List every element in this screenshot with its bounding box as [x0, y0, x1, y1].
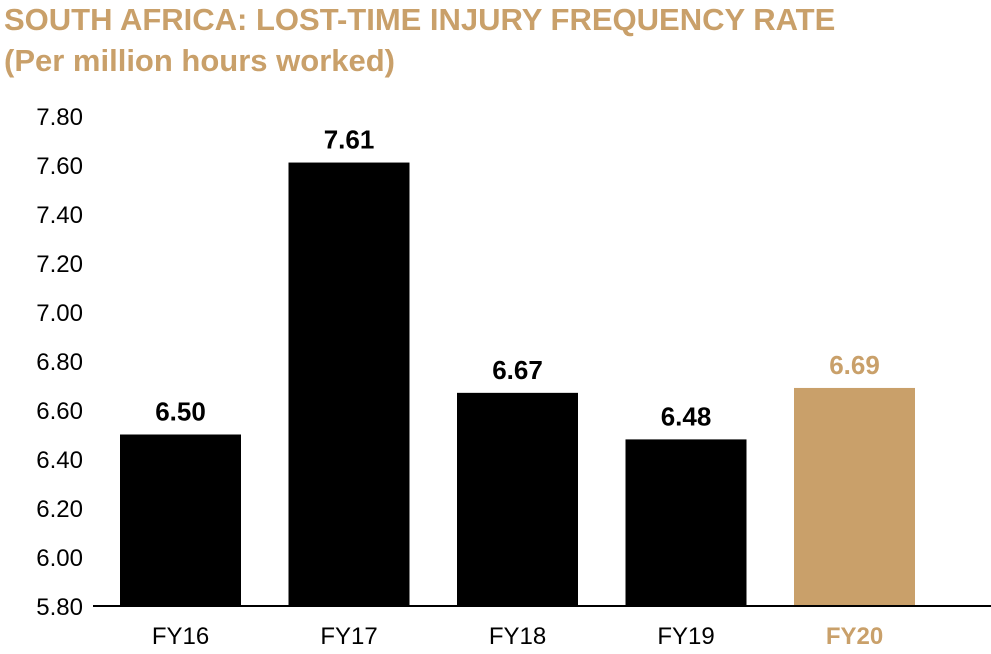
data-label: 6.50 [155, 397, 206, 427]
y-tick-label: 7.80 [36, 104, 83, 131]
data-labels: 6.50 7.61 6.67 6.48 6.69 [155, 125, 880, 432]
y-tick-label: 6.40 [36, 447, 83, 474]
bar-fy17 [288, 162, 410, 607]
bars [120, 162, 915, 607]
x-axis: FY16 FY17 FY18 FY19 FY20 [152, 623, 883, 650]
y-tick-label: 7.20 [36, 251, 83, 278]
y-tick-label: 5.80 [36, 594, 83, 621]
y-axis: 5.80 6.00 6.20 6.40 6.60 6.80 7.00 7.20 7.40 7.60… [36, 104, 83, 621]
bar-fy16 [120, 434, 241, 606]
bar-fy20 [794, 387, 915, 606]
y-tick-label: 6.20 [36, 496, 83, 523]
bar-fy19 [625, 439, 747, 606]
y-tick-label: 6.00 [36, 545, 83, 572]
x-tick-label: FY19 [657, 623, 714, 650]
y-tick-label: 6.60 [36, 398, 83, 425]
y-tick-label: 7.60 [36, 153, 83, 180]
data-label: 6.69 [829, 350, 880, 380]
x-tick-label: FY17 [320, 623, 377, 650]
data-label: 7.61 [324, 125, 375, 155]
chart-title: SOUTH AFRICA: LOST-TIME INJURY FREQUENCY… [4, 2, 836, 37]
bar-fy18 [457, 392, 578, 606]
data-label: 6.48 [661, 401, 712, 431]
x-tick-label: FY16 [152, 623, 209, 650]
y-tick-label: 7.00 [36, 300, 83, 327]
y-tick-label: 6.80 [36, 349, 83, 376]
y-tick-label: 7.40 [36, 202, 83, 229]
x-tick-label: FY20 [826, 623, 883, 650]
x-tick-label: FY18 [489, 623, 546, 650]
data-label: 6.67 [492, 355, 543, 385]
chart-subtitle: (Per million hours worked) [4, 43, 395, 78]
